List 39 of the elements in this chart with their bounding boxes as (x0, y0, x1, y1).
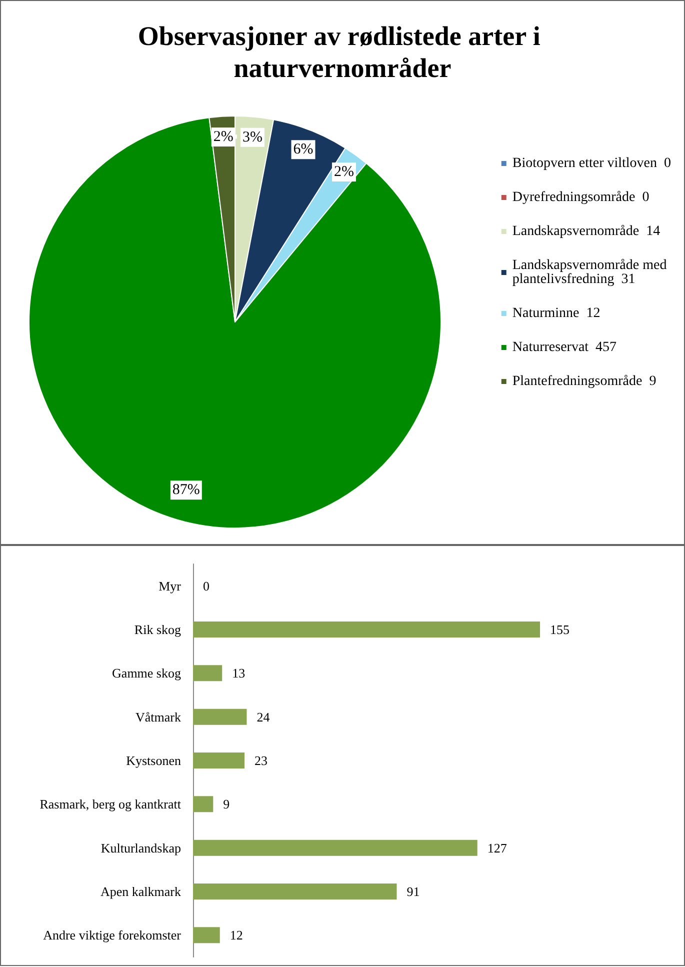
data-label: 91 (406, 884, 420, 899)
legend-label: Naturreservat 457 (512, 340, 617, 355)
y-tick-label: Rasmark, berg og kantkratt (40, 796, 182, 812)
data-label: 87% (172, 482, 200, 498)
y-tick-label: Kulturlandskap (100, 840, 181, 856)
bar (193, 622, 540, 638)
bar (193, 708, 247, 725)
legend-label: Biotopvern etter viltloven 0 (512, 156, 672, 171)
legend-label: Naturminne 12 (512, 306, 600, 321)
chart-title: Observasjoner av rødlistede arter i naturvernområder (138, 21, 548, 83)
legend-label: Plantefredningsområde 9 (512, 374, 656, 389)
data-label: 2% (213, 128, 234, 145)
data-label: 0 (203, 578, 210, 594)
data-label: 12 (230, 928, 243, 943)
y-tick-label: Myr (158, 578, 182, 594)
data-label: 9 (223, 796, 230, 812)
data-label: 3% (242, 129, 262, 146)
bar (193, 884, 397, 900)
bar (193, 840, 478, 856)
y-tick-label: Apen kalkmark (100, 884, 182, 899)
bar (193, 796, 214, 812)
bar (193, 927, 220, 944)
data-label: 24 (256, 709, 270, 724)
y-tick-label: Andre viktige forekomster (43, 928, 182, 943)
data-label: 127 (487, 840, 508, 856)
y-tick-label: Gamme skog (112, 666, 182, 681)
legend-label: Landskapsvernområde med plantelivsfredning 31 (512, 258, 670, 287)
legend-label: Dyrefredningsområde 0 (512, 190, 650, 205)
data-label: 2% (334, 164, 354, 180)
data-label: 6% (293, 142, 314, 158)
bar (193, 665, 222, 682)
data-label: 155 (550, 622, 570, 637)
legend-label: Landskapsvernområde 14 (512, 224, 660, 239)
y-tick-label: Våtmark (136, 709, 182, 724)
data-label: 13 (232, 666, 246, 681)
bar (193, 752, 244, 768)
y-tick-label: Rik skog (134, 622, 182, 637)
data-label: 23 (254, 753, 268, 768)
y-tick-label: Kystsonen (126, 753, 182, 768)
